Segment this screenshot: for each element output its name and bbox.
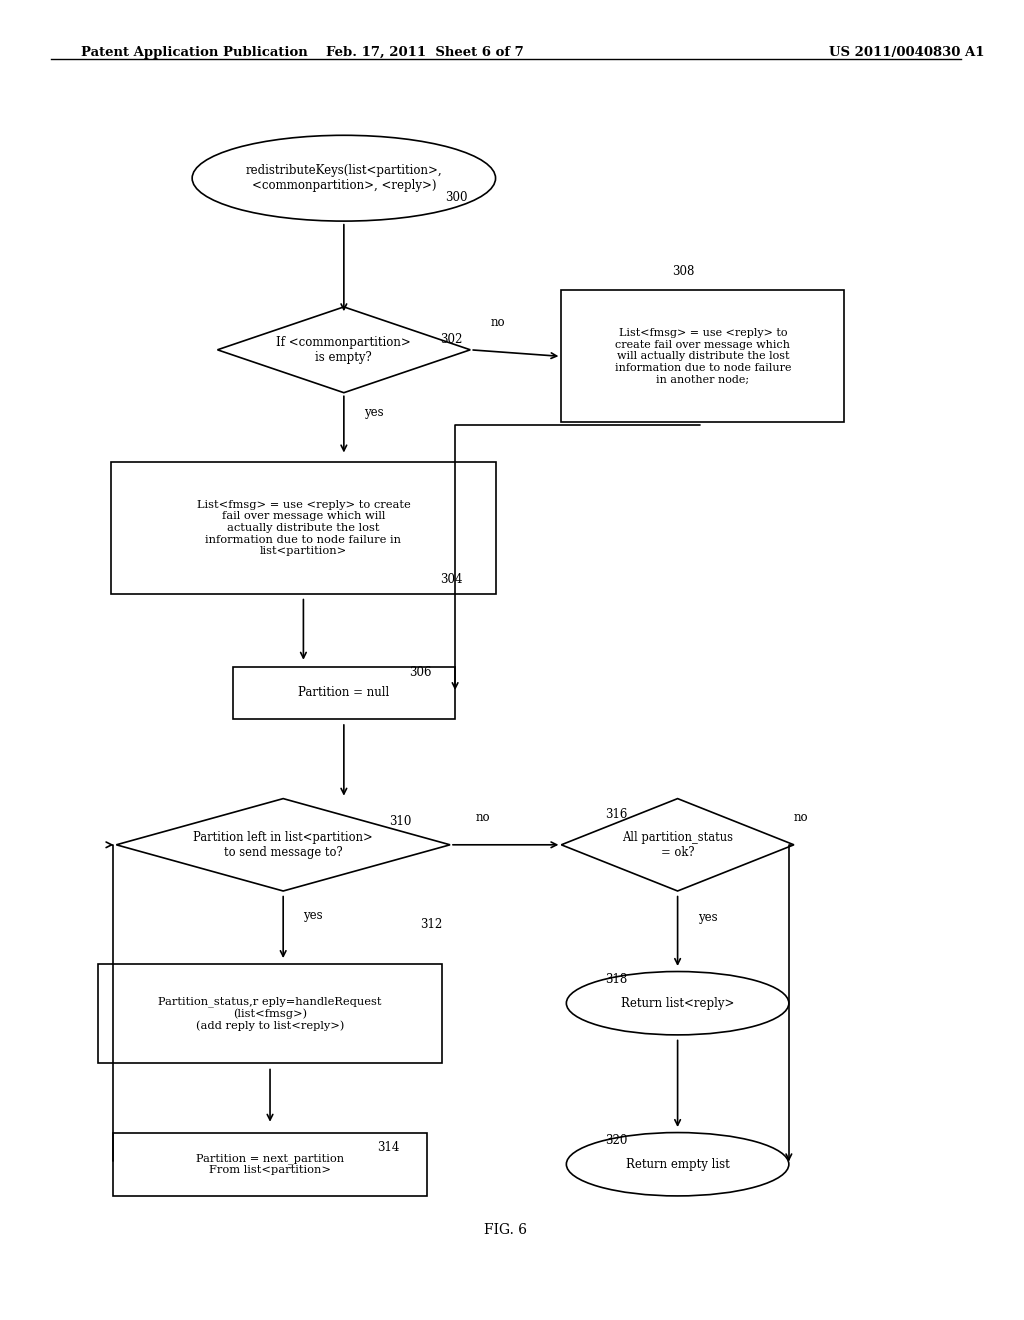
Text: Feb. 17, 2011  Sheet 6 of 7: Feb. 17, 2011 Sheet 6 of 7 — [326, 46, 523, 59]
Text: 312: 312 — [420, 917, 442, 931]
Text: 308: 308 — [673, 264, 695, 277]
Text: 314: 314 — [377, 1140, 399, 1154]
Text: 302: 302 — [440, 333, 462, 346]
Text: 320: 320 — [605, 1134, 627, 1147]
Text: yes: yes — [365, 405, 384, 418]
Text: 318: 318 — [605, 973, 627, 986]
Text: Patent Application Publication: Patent Application Publication — [81, 46, 307, 59]
Text: 304: 304 — [440, 573, 463, 586]
Text: List<fmsg> = use <reply> to create
fail over message which will
actually distrib: List<fmsg> = use <reply> to create fail … — [197, 500, 411, 556]
Text: 310: 310 — [389, 814, 412, 828]
Text: Partition_status,r eply=handleRequest
(list<fmsg>)
(add reply to list<reply>): Partition_status,r eply=handleRequest (l… — [159, 997, 382, 1031]
Text: Partition left in list<partition>
to send message to?: Partition left in list<partition> to sen… — [194, 830, 373, 859]
Text: Partition = next_partition
From list<partition>: Partition = next_partition From list<par… — [196, 1154, 344, 1175]
Text: 316: 316 — [605, 808, 627, 821]
Text: Partition = null: Partition = null — [298, 686, 389, 700]
Text: Return empty list: Return empty list — [626, 1158, 729, 1171]
Text: redistributeKeys(list<partition>,
<commonpartition>, <reply>): redistributeKeys(list<partition>, <commo… — [246, 164, 442, 193]
Text: If <commonpartition>
is empty?: If <commonpartition> is empty? — [276, 335, 412, 364]
Text: no: no — [490, 315, 505, 329]
Text: US 2011/0040830 A1: US 2011/0040830 A1 — [829, 46, 985, 59]
Text: yes: yes — [697, 911, 718, 924]
Text: Return list<reply>: Return list<reply> — [621, 997, 734, 1010]
Text: All partition_status
= ok?: All partition_status = ok? — [623, 830, 733, 859]
Text: 306: 306 — [410, 665, 432, 678]
Text: no: no — [475, 810, 489, 824]
Text: yes: yes — [303, 908, 323, 921]
Text: FIG. 6: FIG. 6 — [484, 1224, 527, 1237]
Text: no: no — [794, 810, 809, 824]
Text: List<fmsg> = use <reply> to
create fail over message which
will actually distrib: List<fmsg> = use <reply> to create fail … — [614, 329, 792, 384]
Text: 300: 300 — [445, 190, 468, 203]
